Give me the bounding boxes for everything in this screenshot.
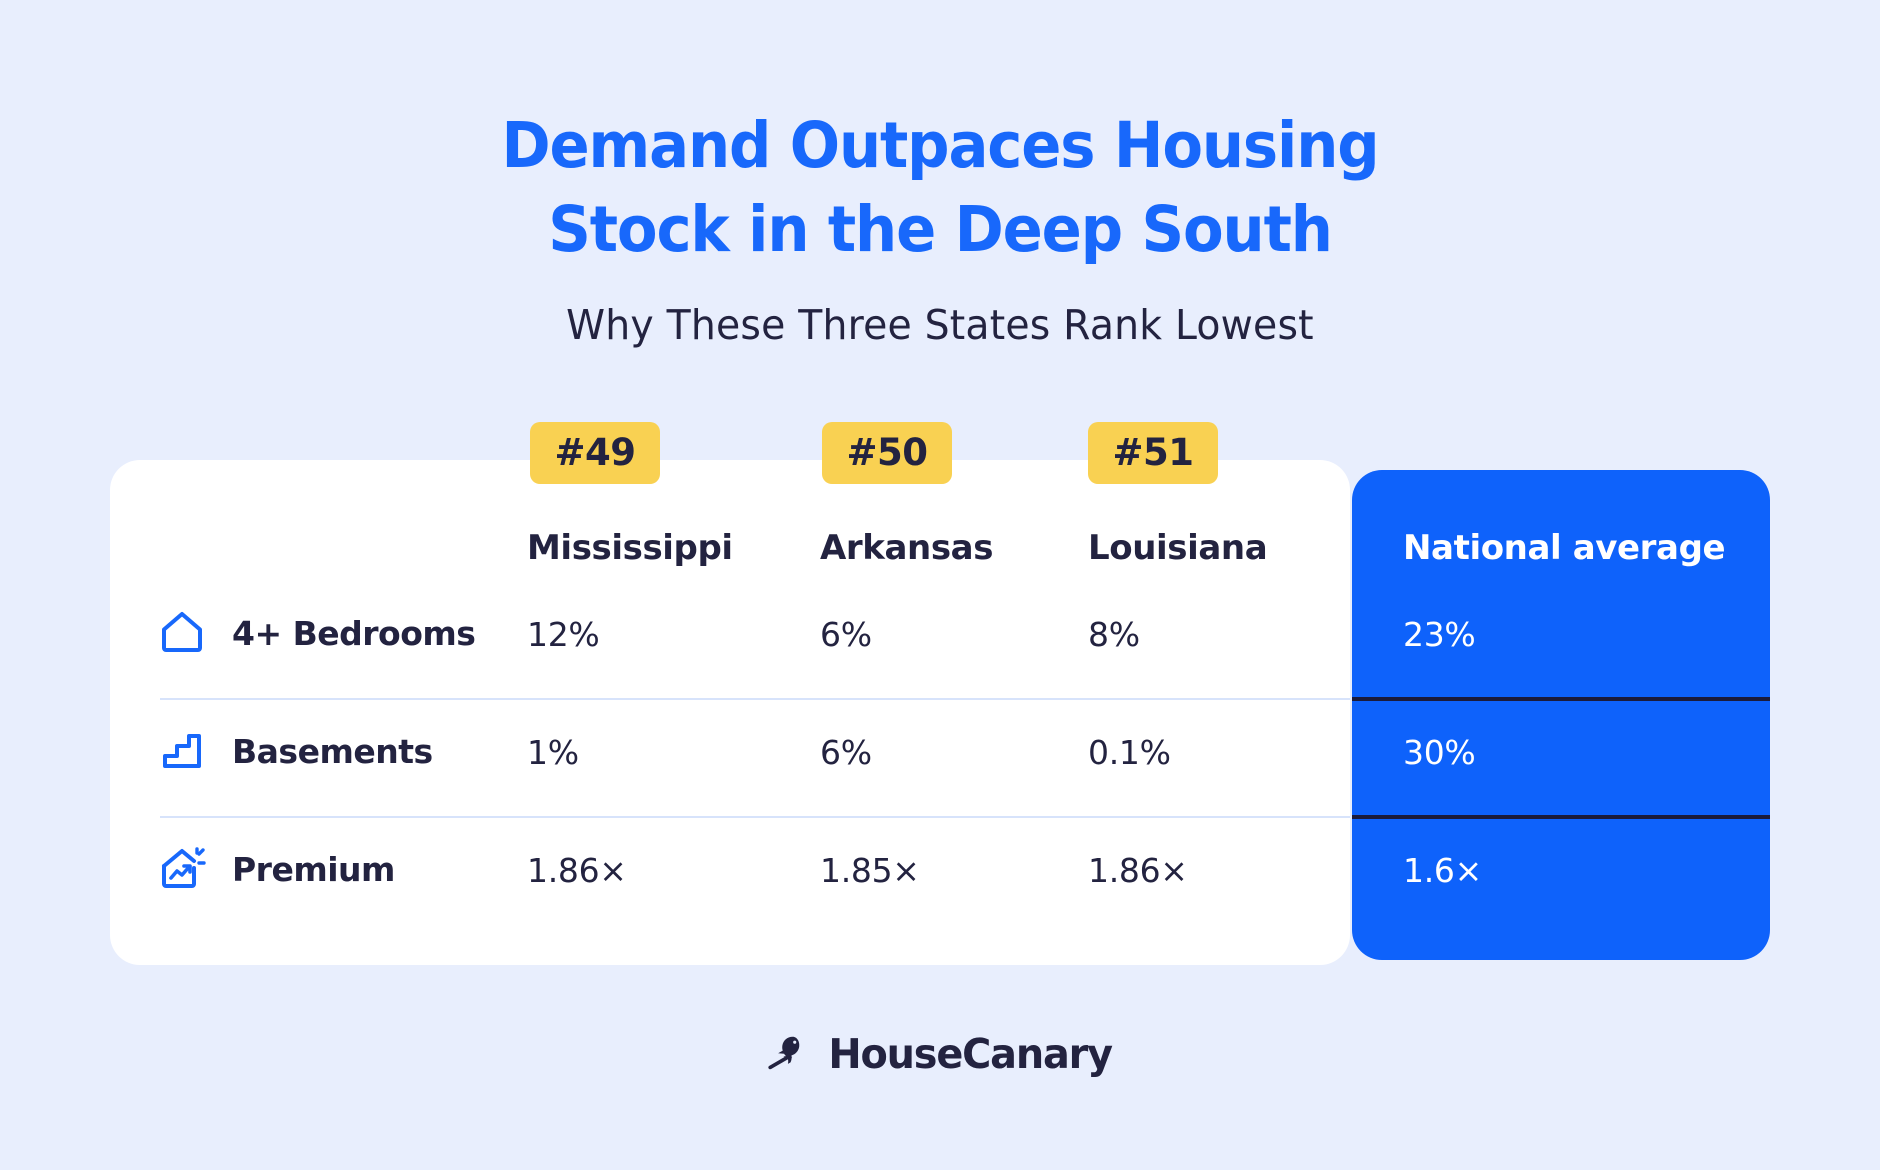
page-title-line-2: Stock in the Deep South [548, 193, 1333, 266]
page-title-line-1: Demand Outpaces Housing [501, 109, 1379, 182]
row-divider-light [160, 816, 1350, 818]
stairs-basement-icon [158, 726, 208, 776]
cell-bedrooms-mississippi: 12% [527, 615, 600, 654]
cell-basements-national: 30% [1403, 733, 1476, 772]
column-header-mississippi: Mississippi [527, 528, 733, 568]
cell-premium-mississippi: 1.86× [527, 851, 627, 890]
column-header-national-average: National average [1403, 528, 1726, 568]
logo-wordmark: HouseCanary [828, 1030, 1113, 1078]
cell-premium-louisiana: 1.86× [1088, 851, 1188, 890]
row-label-bedrooms: 4+ Bedrooms [232, 614, 476, 653]
column-header-arkansas: Arkansas [820, 528, 994, 568]
table-row: 4+ Bedrooms 12% 6% 8% 23% [0, 582, 1880, 698]
row-divider-dark [1352, 697, 1770, 701]
canary-bird-icon [764, 1030, 810, 1078]
cell-premium-national: 1.6× [1403, 851, 1482, 890]
rank-badge-louisiana: #51 [1088, 422, 1218, 484]
footer-logo: HouseCanary [0, 1030, 1880, 1078]
column-header-louisiana: Louisiana [1088, 528, 1268, 568]
cell-basements-mississippi: 1% [527, 733, 579, 772]
rank-badge-arkansas: #50 [822, 422, 952, 484]
cell-basements-louisiana: 0.1% [1088, 733, 1171, 772]
cell-bedrooms-arkansas: 6% [820, 615, 872, 654]
header: Demand Outpaces Housing Stock in the Dee… [0, 104, 1880, 350]
cell-premium-arkansas: 1.85× [820, 851, 920, 890]
cell-bedrooms-louisiana: 8% [1088, 615, 1140, 654]
house-chart-premium-icon [158, 844, 208, 894]
rank-badge-mississippi: #49 [530, 422, 660, 484]
comparison-grid: Mississippi Arkansas Louisiana National … [0, 460, 1880, 965]
row-label-premium: Premium [232, 850, 395, 889]
page-subtitle: Why These Three States Rank Lowest [566, 301, 1314, 349]
house-outline-icon [158, 608, 208, 658]
rank-badges: #49 #50 #51 [0, 422, 1880, 484]
row-divider-dark [1352, 815, 1770, 819]
table-row: Premium 1.86× 1.85× 1.86× 1.6× [0, 818, 1880, 934]
table-row: Basements 1% 6% 0.1% 30% [0, 700, 1880, 816]
row-label-basements: Basements [232, 732, 433, 771]
cell-bedrooms-national: 23% [1403, 615, 1476, 654]
states-card [110, 460, 1350, 965]
national-average-panel [1352, 470, 1770, 960]
row-divider-light [160, 698, 1350, 700]
cell-basements-arkansas: 6% [820, 733, 872, 772]
